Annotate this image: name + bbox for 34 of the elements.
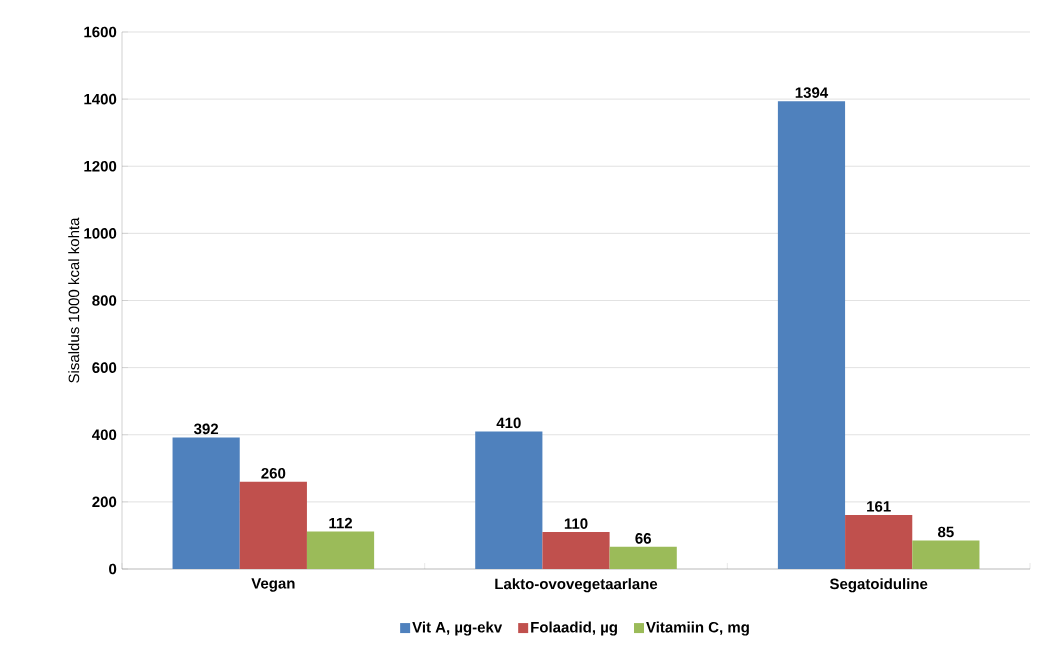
bar [542,532,610,569]
y-tick-label: 800 [92,295,117,306]
y-tick-label: 200 [92,496,117,508]
x-tick-label: Lakto-ovovegetaarlane [495,578,658,593]
data-label: 110 [564,518,588,529]
bar [475,431,543,569]
bar [306,531,375,569]
bar [777,101,846,569]
data-label: 410 [496,417,521,429]
y-tick-label: 1600 [84,26,117,38]
legend-label: Vitamiin C, mg [646,621,749,636]
y-tick-label: 400 [92,429,117,441]
data-label: 392 [193,423,219,435]
data-label: 85 [937,526,954,538]
y-tick-label: 600 [92,362,117,373]
x-tick-label: Vegan [251,578,295,592]
y-axis-title: Sisaldus 1000 kcal kohta [68,217,80,383]
y-tick-label: 1400 [84,93,117,105]
y-tick-label: 1200 [84,160,117,172]
data-label: 1394 [795,87,829,98]
y-tick-label: 1000 [84,228,117,239]
data-label: 161 [867,501,891,512]
legend-label: Folaadid, µg [531,621,617,636]
data-label: 112 [329,517,353,529]
x-tick-label: Segatoiduline [829,578,928,593]
bar [172,437,240,569]
data-label: 260 [261,467,286,479]
y-tick-label: 0 [109,563,117,575]
bar [845,514,913,569]
legend-label: Vit A, µg-ekv [412,621,503,636]
bar [239,481,307,569]
bar [609,546,677,569]
bar [912,540,980,569]
data-label: 66 [635,533,651,544]
